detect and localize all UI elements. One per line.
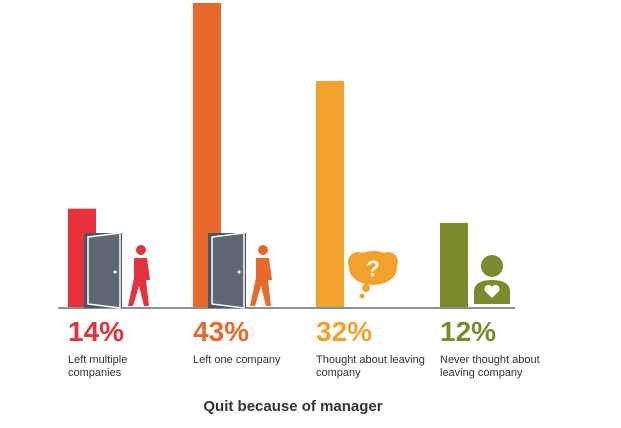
category-label: Never thought about leaving company	[440, 354, 540, 379]
value-label: 14%	[68, 316, 125, 347]
bar	[316, 81, 344, 308]
walking-person-icon	[128, 245, 150, 306]
door-icon	[84, 232, 122, 309]
door-icon	[208, 232, 246, 309]
walking-person-icon	[250, 245, 272, 306]
person-heart-icon	[474, 255, 510, 304]
value-label: 32%	[316, 316, 373, 347]
value-label: 43%	[193, 316, 250, 347]
value-label: 12%	[440, 316, 497, 347]
category-label: Thought about leaving company	[316, 354, 425, 379]
category-label: Left one company	[193, 354, 281, 366]
svg-text:?: ?	[366, 256, 379, 281]
chart-caption: Quit because of manager	[203, 398, 383, 415]
bar	[440, 222, 468, 308]
thought-bubble-icon: ?	[348, 251, 398, 299]
category-label: Left multiple companies	[68, 354, 128, 379]
